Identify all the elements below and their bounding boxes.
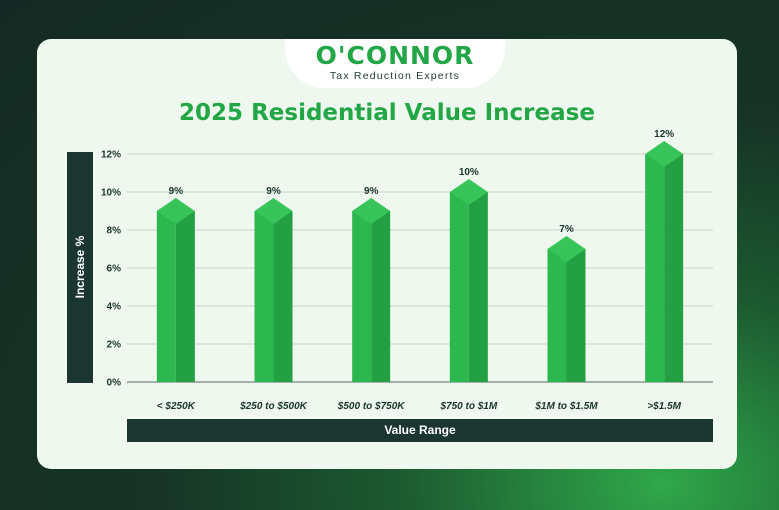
bar-shade (273, 211, 293, 382)
y-tick-label: 4% (107, 302, 122, 313)
logo-wordmark: O'CONNOR (315, 41, 475, 70)
y-tick-label: 10% (101, 188, 121, 199)
x-tick-label: $1M to $1.5M (534, 401, 598, 412)
x-tick-label: $500 to $750K (337, 401, 405, 412)
x-tick-label: $750 to $1M (439, 401, 497, 412)
x-tick-label: < $250K (157, 401, 196, 412)
y-tick-label: 12% (101, 150, 121, 161)
bar (547, 249, 567, 382)
bar-cap (352, 198, 391, 224)
bar-cap (449, 179, 488, 205)
x-tick-label: $250 to $500K (239, 401, 307, 412)
data-label: 12% (654, 129, 674, 140)
y-tick-label: 8% (107, 226, 122, 237)
y-tick-label: 6% (107, 264, 122, 275)
x-axis-label: Value Range (384, 423, 456, 437)
bar-shade (468, 192, 488, 382)
bar (645, 154, 665, 382)
y-axis-label-bar (67, 152, 93, 383)
data-label: 9% (364, 186, 379, 197)
bar-cap (156, 198, 195, 224)
bar (156, 211, 176, 382)
bar (449, 192, 469, 382)
chart-title: 2025 Residential Value Increase (179, 100, 595, 126)
bar (352, 211, 372, 382)
data-label: 10% (459, 167, 479, 178)
data-label: 7% (559, 224, 574, 235)
logo-tab (285, 39, 505, 88)
bar-cap (254, 198, 293, 224)
bar-shade (664, 154, 684, 382)
bar-cap (645, 141, 684, 167)
logo-tagline: Tax Reduction Experts (329, 70, 461, 82)
y-tick-label: 0% (107, 378, 122, 389)
data-label: 9% (266, 186, 281, 197)
x-tick-label: >$1.5M (647, 401, 681, 412)
bar-shade (371, 211, 391, 382)
y-tick-label: 2% (107, 340, 122, 351)
bar (254, 211, 274, 382)
x-axis-label-bar (127, 419, 713, 442)
data-label: 9% (169, 186, 184, 197)
bar-cap (547, 236, 586, 262)
bar-shade (175, 211, 195, 382)
bar-shade (566, 249, 586, 382)
